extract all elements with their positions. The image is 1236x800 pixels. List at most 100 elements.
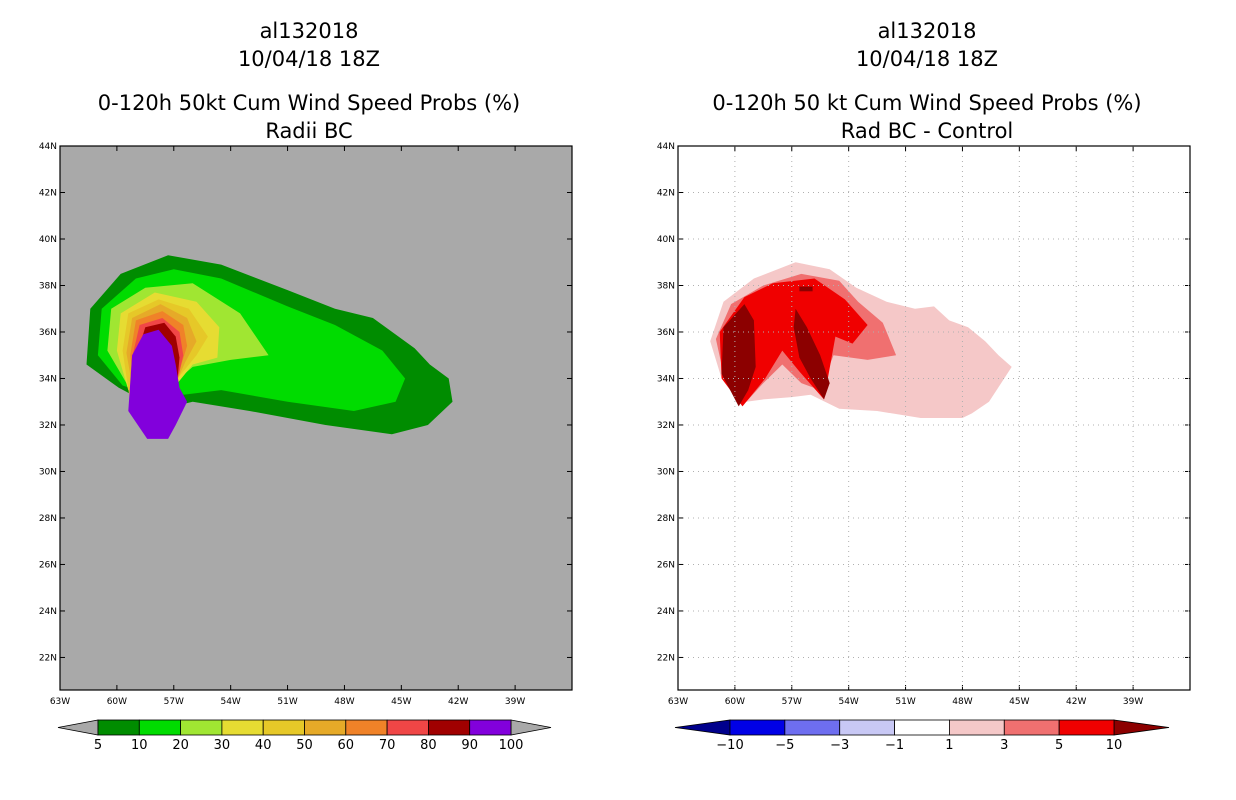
colorbar-swatch [345,719,388,736]
y-tick-label: 26N [39,560,57,570]
y-tick-label: 28N [657,514,675,524]
colorbar-label: 40 [255,738,272,753]
colorbar-low-arrow [57,719,99,736]
colorbar-swatch [729,719,786,736]
colorbar-label: 30 [214,738,231,753]
plot-frame [59,145,573,691]
x-tick-label: 45W [391,697,411,707]
colorbar-swatch [221,719,264,736]
colorbar-high-arrow [1113,719,1170,736]
chart-subtitle: Rad BC - Control [841,119,1014,143]
chart-panel-2: al132018 10/04/18 18Z 0-120h 50 kt Cum Win… [657,19,1191,753]
colorbar-swatch [427,719,471,736]
x-tick-label: 57W [782,697,802,707]
y-tick-label: 40N [39,235,57,245]
x-tick-label: 51W [895,697,915,707]
x-tick-label: 54W [838,697,858,707]
colorbar-label: 60 [338,738,355,753]
colorbar: 5 10 20 30 40 50 60 70 80 90 100 [57,719,552,753]
y-tick-label: 26N [657,560,675,570]
x-tick-label: 42W [448,697,468,707]
chart-subtitle: Radii BC [265,119,352,143]
chart-case-id: al132018 [260,19,359,43]
y-tick-label: 24N [39,607,57,617]
y-tick-label: 22N [657,653,675,663]
y-tick-label: 24N [657,607,675,617]
x-tick-label: 63W [50,697,70,707]
colorbar-swatch [304,719,347,736]
y-tick-label: 28N [39,514,57,524]
x-tick-label: 57W [164,697,184,707]
x-tick-label: 48W [334,697,354,707]
colorbar-label: 10 [131,738,148,753]
y-tick-label: 32N [657,421,675,431]
x-tick-label: 51W [277,697,297,707]
colorbar-label: 20 [172,738,189,753]
y-tick-label: 44N [39,142,57,152]
plot-frame [677,145,1191,691]
chart-panel-1: al132018 10/04/18 18Z 0-120h 50kt Cum Wind… [39,19,573,753]
y-tick-label: 30N [39,467,57,477]
y-tick-label: 36N [39,328,57,338]
y-tick-label: 34N [657,374,675,384]
colorbar-label: 80 [420,738,437,753]
chart-datetime: 10/04/18 18Z [856,47,998,71]
colorbar-label: 50 [296,738,313,753]
x-tick-label: 60W [725,697,745,707]
colorbar-label: 100 [499,738,524,753]
y-tick-label: 42N [39,188,57,198]
x-tick-label: 63W [668,697,688,707]
colorbar-label: 90 [461,738,478,753]
colorbar-swatch [469,719,512,736]
axes: 63W 60W 57W 54W 51W 48W 45W 42W 39W 22N 24N 26N 28N 3… [39,142,572,707]
y-tick-label: 40N [657,235,675,245]
colorbar-label: 3 [1000,738,1008,753]
x-tick-label: 39W [1123,697,1143,707]
colorbar-swatch [894,719,950,736]
colorbar-label: 5 [94,738,102,753]
contour-layer [710,262,1012,418]
contour-level-10 [721,304,756,407]
colorbar: −10 −5 −3 −1 1 3 5 10 [674,719,1170,753]
y-tick-label: 22N [39,653,57,663]
contour-level-10 [793,308,830,400]
x-tick-label: 48W [952,697,972,707]
x-tick-label: 45W [1009,697,1029,707]
y-tick-label: 42N [657,188,675,198]
colorbar-swatch [839,719,895,736]
colorbar-label: −10 [716,738,743,753]
colorbar-swatch [97,719,140,736]
colorbar-swatch [180,719,223,736]
colorbar-label: −1 [885,738,904,753]
colorbar-swatch [262,719,305,736]
colorbar-label: −3 [830,738,849,753]
y-tick-label: 32N [39,421,57,431]
y-tick-label: 38N [657,281,675,291]
chart-title: 0-120h 50kt Cum Wind Speed Probs (%) [98,91,520,115]
contour-level-100 [128,329,188,439]
x-tick-label: 42W [1066,697,1086,707]
chart-title: 0-120h 50 kt Cum Wind Speed Probs (%) [712,91,1141,115]
colorbar-label: 5 [1055,738,1063,753]
colorbar-swatch [949,719,1005,736]
colorbar-low-arrow [674,719,731,736]
y-tick-label: 30N [657,467,675,477]
x-tick-label: 60W [107,697,127,707]
x-tick-label: 39W [505,697,525,707]
y-tick-label: 38N [39,281,57,291]
colorbar-label: 10 [1106,738,1123,753]
x-tick-label: 54W [220,697,240,707]
colorbar-swatch [1058,719,1115,736]
contour-level-5 [719,278,868,407]
y-tick-label: 36N [657,328,675,338]
contour-layer [86,255,453,439]
chart-case-id: al132018 [878,19,977,43]
y-tick-label: 44N [657,142,675,152]
colorbar-label: 1 [945,738,953,753]
colorbar-swatch [784,719,841,736]
colorbar-swatch [138,719,182,736]
y-tick-label: 34N [39,374,57,384]
chart-datetime: 10/04/18 18Z [238,47,380,71]
colorbar-swatch [386,719,429,736]
